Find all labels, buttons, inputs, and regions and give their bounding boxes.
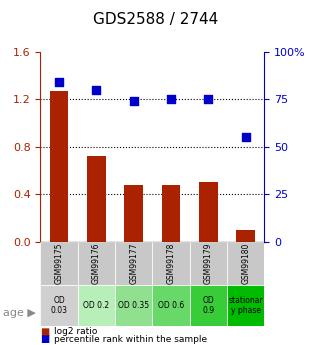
Point [57,79,62,85]
Bar [236,230,255,241]
Text: GSM99180: GSM99180 [241,243,250,284]
Text: OD
0.9: OD 0.9 [202,296,214,315]
Text: OD 0.6: OD 0.6 [158,301,184,310]
Point [206,96,211,102]
Text: ■: ■ [40,335,50,344]
FancyBboxPatch shape [78,241,115,285]
Text: OD 0.2: OD 0.2 [83,301,109,310]
Text: ■: ■ [40,327,50,337]
Point [94,87,99,92]
FancyBboxPatch shape [115,241,152,285]
FancyBboxPatch shape [40,241,78,285]
FancyBboxPatch shape [190,241,227,285]
Text: stationar
y phase: stationar y phase [228,296,263,315]
Text: OD
0.03: OD 0.03 [51,296,67,315]
Point [169,96,174,102]
Bar [87,156,106,241]
Bar [124,185,143,242]
FancyBboxPatch shape [40,285,78,326]
FancyBboxPatch shape [227,241,264,285]
Bar [199,182,218,241]
Text: percentile rank within the sample: percentile rank within the sample [54,335,207,344]
Text: GSM99177: GSM99177 [129,242,138,284]
Point [131,98,136,104]
FancyBboxPatch shape [227,285,264,326]
FancyBboxPatch shape [78,285,115,326]
Text: GSM99178: GSM99178 [167,243,175,284]
Point [243,134,248,140]
Text: age ▶: age ▶ [3,308,36,318]
Text: GSM99176: GSM99176 [92,242,101,284]
FancyBboxPatch shape [152,285,190,326]
Text: GDS2588 / 2744: GDS2588 / 2744 [93,12,218,27]
Bar [162,185,180,242]
Text: log2 ratio: log2 ratio [54,327,98,336]
FancyBboxPatch shape [152,241,190,285]
Text: GSM99175: GSM99175 [55,242,63,284]
FancyBboxPatch shape [115,285,152,326]
Text: GSM99179: GSM99179 [204,242,213,284]
Text: OD 0.35: OD 0.35 [118,301,149,310]
FancyBboxPatch shape [190,285,227,326]
Bar [50,91,68,242]
